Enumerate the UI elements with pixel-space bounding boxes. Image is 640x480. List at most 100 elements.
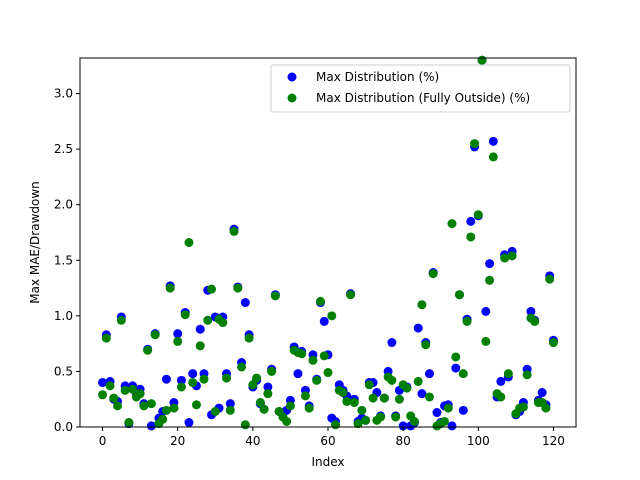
data-point-series-2 [458,369,468,379]
data-point-series-2 [451,352,461,362]
data-point-series-2 [447,219,457,229]
data-point-series-2 [270,291,280,301]
data-point-series-2 [116,315,126,325]
y-tick-label: 1.5 [54,253,73,267]
data-point-series-1 [488,136,498,146]
data-point-series-1 [447,421,457,431]
data-point-series-1 [481,306,491,316]
legend-label-max-distribution-fully-outside: Max Distribution (Fully Outside) (%) [316,91,530,105]
data-point-series-1 [319,316,329,326]
data-point-series-2 [222,373,232,383]
data-point-series-2 [255,398,265,408]
data-point-series-2 [481,336,491,346]
data-point-series-2 [500,253,510,263]
data-point-series-2 [507,251,517,261]
data-point-series-2 [319,351,329,361]
y-axis-label: Max MAE/Drawdown [28,181,42,304]
points-layer [98,55,558,431]
data-point-series-2 [263,389,273,399]
data-point-series-2 [424,392,434,402]
legend-label-max-distribution: Max Distribution (%) [316,70,439,84]
legend-marker-max-distribution-fully-outside [287,93,297,103]
data-point-series-2 [342,396,352,406]
data-point-series-2 [488,152,498,162]
data-point-series-2 [173,336,183,346]
data-point-series-2 [150,330,160,340]
x-tick-label: 100 [467,434,490,448]
y-tick-label: 2.5 [54,142,73,156]
data-point-series-1 [184,418,194,428]
data-point-series-2 [128,384,138,394]
data-point-series-2 [413,376,423,386]
data-point-series-1 [263,382,273,392]
data-point-series-2 [267,366,277,376]
data-point-series-2 [439,416,449,426]
data-point-series-1 [432,408,442,418]
data-point-series-2 [195,341,205,351]
data-point-series-2 [308,355,318,365]
data-point-series-2 [240,420,250,430]
data-point-series-2 [379,393,389,403]
data-point-series-2 [139,401,149,411]
data-point-series-1 [526,306,536,316]
y-axis-ticks: 0.0 0.5 1.0 1.5 2.0 2.5 3.0 [54,87,80,434]
data-point-series-2 [455,290,465,300]
data-point-series-2 [199,374,209,384]
y-tick-label: 3.0 [54,87,73,101]
data-point-series-2 [169,403,179,413]
data-point-series-1 [161,374,171,384]
data-point-series-2 [349,398,359,408]
data-point-series-2 [188,378,198,388]
data-point-series-1 [485,259,495,269]
data-point-series-2 [191,400,201,410]
data-point-series-1 [188,369,198,379]
x-tick-label: 120 [542,434,565,448]
data-point-series-1 [458,405,468,415]
data-point-series-2 [421,340,431,350]
data-point-series-2 [297,349,307,359]
data-point-series-2 [233,283,243,293]
data-point-series-1 [293,369,303,379]
data-point-series-2 [541,403,551,413]
data-point-series-2 [101,333,111,343]
data-point-series-2 [161,405,171,415]
data-point-series-2 [244,333,254,343]
data-point-series-2 [338,388,348,398]
data-point-series-2 [470,139,480,149]
data-point-series-2 [210,406,220,416]
data-point-series-2 [237,362,247,372]
data-point-series-1 [496,376,506,386]
data-point-series-1 [413,323,423,333]
data-point-series-2 [180,310,190,320]
data-point-series-2 [146,399,156,409]
y-tick-label: 0.0 [54,420,73,434]
x-axis-ticks: 0 20 40 60 80 100 120 [99,427,565,448]
data-point-series-2 [312,375,322,385]
data-point-series-1 [398,421,408,431]
data-point-series-2 [357,405,367,415]
data-point-series-2 [443,403,453,413]
data-point-series-2 [376,412,386,422]
data-point-series-1 [537,388,547,398]
data-point-series-2 [300,391,310,401]
data-point-series-1 [240,298,250,308]
data-point-series-2 [184,238,194,247]
data-point-series-2 [346,290,356,300]
x-tick-label: 80 [396,434,411,448]
data-point-series-2 [394,394,404,404]
data-point-series-2 [98,390,108,400]
data-point-series-2 [124,418,134,428]
data-point-series-2 [361,415,371,425]
data-point-series-2 [323,368,333,378]
x-tick-label: 20 [170,434,185,448]
data-point-series-2 [109,393,119,403]
data-point-series-2 [518,402,528,412]
data-point-series-2 [503,369,513,379]
data-point-series-1 [146,421,156,431]
data-point-series-2 [229,226,239,236]
data-point-series-2 [105,381,115,391]
data-point-series-1 [451,363,461,373]
data-point-series-1 [466,216,476,226]
data-point-series-2 [409,416,419,426]
